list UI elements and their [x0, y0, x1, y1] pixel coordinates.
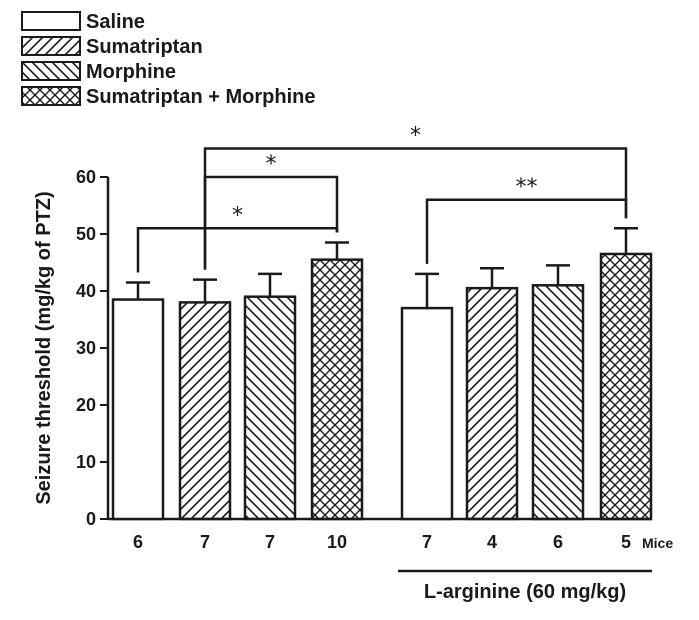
legend-label-2: Morphine [86, 61, 176, 83]
bar-3 [243, 295, 297, 521]
legend-label-1: Sumatriptan [86, 36, 203, 58]
n-label-4: 10 [327, 532, 347, 552]
significance-label-1: * [232, 203, 243, 228]
significance-bracket-1 [136, 227, 339, 273]
y-tick-label-3: 30 [76, 338, 96, 358]
significance-bracket-3 [203, 147, 628, 270]
bar-4 [310, 258, 364, 521]
bar-8 [599, 252, 653, 521]
bar-7 [531, 284, 585, 521]
significance-bracket-4 [425, 198, 628, 264]
significance-label-3: * [410, 124, 421, 149]
n-label-1: 6 [133, 532, 143, 552]
bars [111, 227, 653, 521]
legend-swatch-0 [21, 11, 81, 31]
group-label: L-arginine (60 mg/kg) [424, 581, 626, 603]
y-tick-label-5: 50 [76, 224, 96, 244]
n-label-2: 7 [200, 532, 210, 552]
legend-swatch-3 [21, 86, 81, 106]
significance-label-2: * [266, 152, 277, 177]
bar-1 [111, 298, 165, 521]
legend-label-3: Sumatriptan + Morphine [86, 86, 315, 108]
y-tick-label-1: 10 [76, 452, 96, 472]
n-label-3: 7 [265, 532, 275, 552]
y-tick-label-0: 0 [86, 509, 96, 529]
legend-swatch-1 [21, 36, 81, 56]
bar-5 [400, 306, 454, 521]
n-label-7: 6 [553, 532, 563, 552]
y-tick-label-2: 20 [76, 395, 96, 415]
n-label-6: 4 [487, 532, 497, 552]
y-tick-label-4: 40 [76, 281, 96, 301]
x-tick-labels: 6 7 7 10 7 4 6 5 Mice L-arginine (60 mg/kg) [133, 532, 673, 603]
bar-2 [178, 301, 232, 521]
legend: Saline Sumatriptan Morphine Sumatriptan + M… [21, 11, 315, 108]
legend-swatch-2 [21, 61, 81, 81]
significance-label-4: ** [516, 175, 538, 200]
mice-label: Mice [642, 535, 673, 551]
legend-label-0: Saline [86, 11, 145, 33]
significance-bracket-2 [203, 175, 339, 270]
bar-6 [465, 286, 519, 521]
n-label-8: 5 [621, 532, 631, 552]
significance-annotations: ***** [136, 124, 628, 273]
n-label-5: 7 [422, 532, 432, 552]
y-tick-label-6: 60 [76, 167, 96, 187]
y-axis-label: Seizure threshold (mg/kg of PTZ) [33, 191, 55, 504]
